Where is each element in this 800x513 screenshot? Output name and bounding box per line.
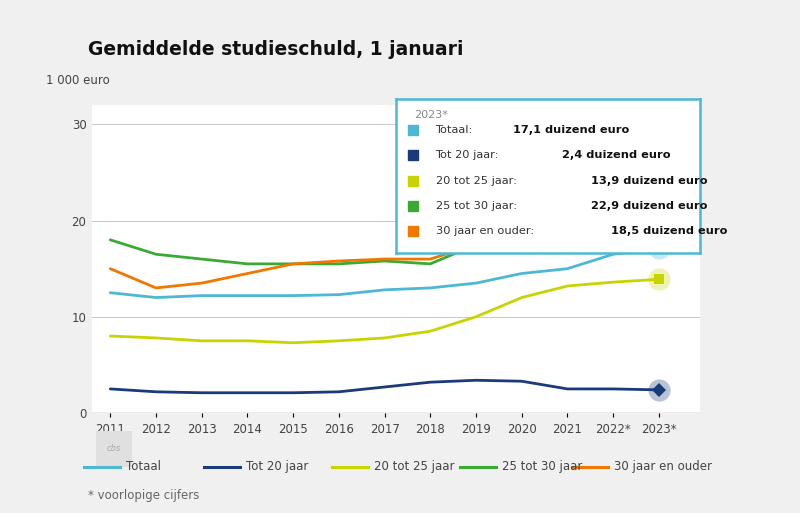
Text: 30 jaar en ouder:: 30 jaar en ouder: <box>435 226 538 236</box>
Text: Gemiddelde studieschuld, 1 januari: Gemiddelde studieschuld, 1 januari <box>88 40 463 59</box>
Text: 20 tot 25 jaar: 20 tot 25 jaar <box>374 460 455 473</box>
Text: 2023*: 2023* <box>414 110 448 120</box>
Text: Totaal:: Totaal: <box>435 125 477 135</box>
Text: 25 tot 30 jaar: 25 tot 30 jaar <box>502 460 582 473</box>
Text: 17,1 duizend euro: 17,1 duizend euro <box>514 125 630 135</box>
Text: 22,9 duizend euro: 22,9 duizend euro <box>591 201 707 211</box>
Text: * voorlopige cijfers: * voorlopige cijfers <box>88 489 199 502</box>
Text: 1 000 euro: 1 000 euro <box>46 74 110 87</box>
Text: 13,9 duizend euro: 13,9 duizend euro <box>591 175 708 186</box>
Text: Totaal: Totaal <box>126 460 162 473</box>
Text: 2,4 duizend euro: 2,4 duizend euro <box>562 150 670 160</box>
Text: Tot 20 jaar:: Tot 20 jaar: <box>435 150 502 160</box>
Text: Tot 20 jaar: Tot 20 jaar <box>246 460 309 473</box>
Text: cbs: cbs <box>107 444 121 453</box>
Text: 18,5 duizend euro: 18,5 duizend euro <box>610 226 727 236</box>
Text: 30 jaar en ouder: 30 jaar en ouder <box>614 460 712 473</box>
Text: 20 tot 25 jaar:: 20 tot 25 jaar: <box>435 175 520 186</box>
Text: 25 tot 30 jaar:: 25 tot 30 jaar: <box>435 201 520 211</box>
